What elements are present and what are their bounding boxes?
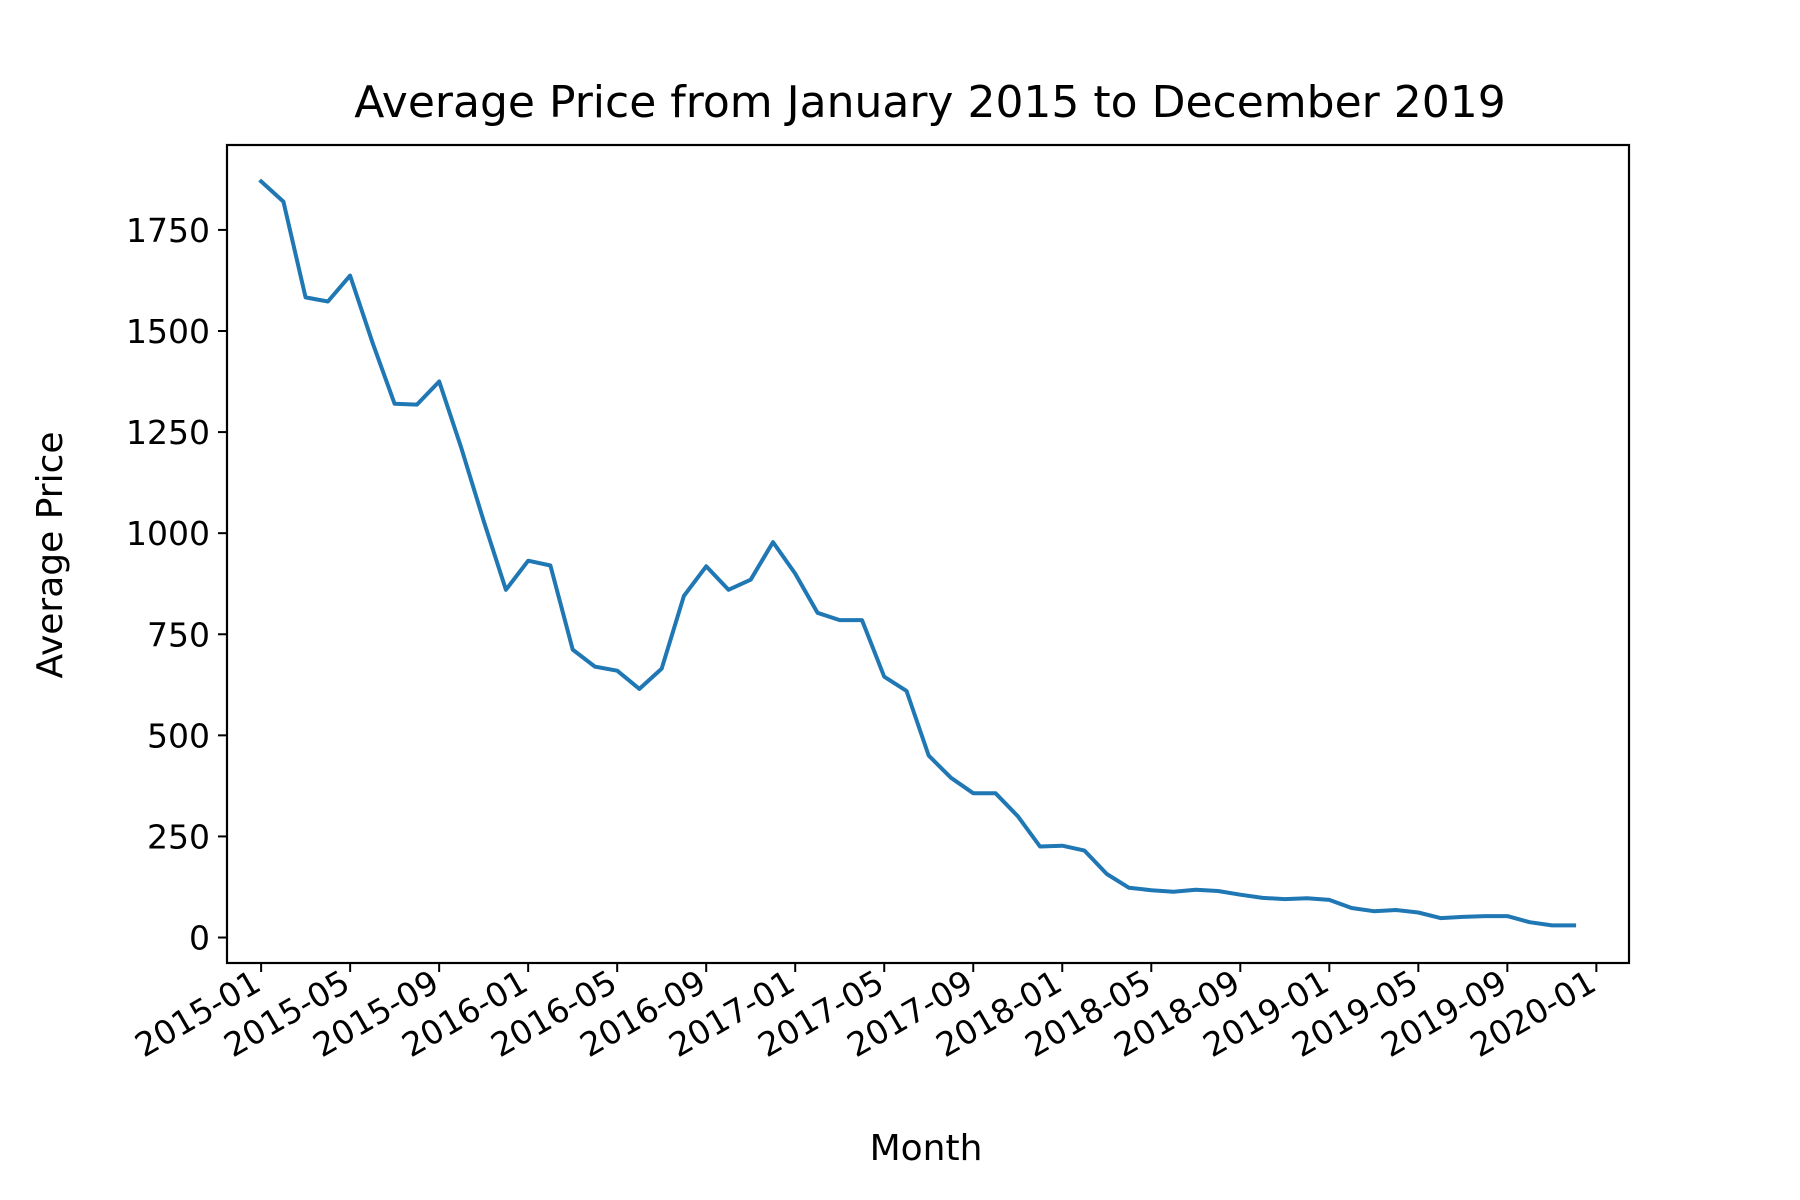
chart-title: Average Price from January 2015 to Decem…	[354, 77, 1505, 128]
y-tick-label: 500	[147, 716, 210, 755]
y-tick-label: 1500	[126, 312, 210, 351]
y-tick-label: 250	[147, 817, 210, 856]
series-line-0	[258, 178, 1577, 928]
y-tick-label: 0	[189, 919, 210, 958]
x-axis-label: Month	[870, 1128, 983, 1169]
y-tick-label: 750	[147, 615, 210, 654]
y-axis: 0 250 500 750 1000 1250 1500 1750	[126, 211, 227, 958]
plot-frame	[225, 143, 1631, 965]
x-axis: 2015-012015-052015-092016-012016-052016-…	[128, 962, 1602, 1065]
y-axis-label: Average Price	[30, 431, 71, 678]
plot-area	[258, 178, 1577, 928]
y-tick-label: 1750	[126, 211, 210, 250]
y-tick-label: 1250	[126, 413, 210, 452]
y-tick-label: 1000	[126, 514, 210, 553]
